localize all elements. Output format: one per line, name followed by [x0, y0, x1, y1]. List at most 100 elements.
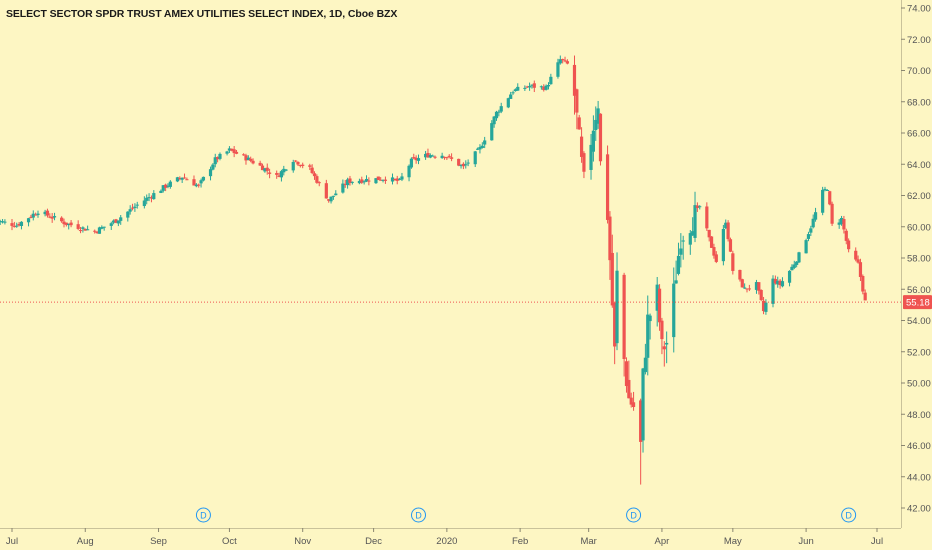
- x-tick-label: Jun: [798, 536, 813, 547]
- candle-body: [331, 195, 336, 197]
- candle-body: [771, 278, 775, 304]
- candle-body: [499, 106, 503, 112]
- candle-body: [86, 229, 90, 231]
- candle-body: [532, 83, 536, 88]
- candle-body: [395, 178, 399, 181]
- candle-body: [19, 221, 24, 226]
- candle-body: [561, 59, 565, 61]
- candle-body: [804, 240, 808, 254]
- candle-body: [707, 229, 711, 238]
- candle-body: [251, 160, 255, 164]
- candle-body: [379, 179, 383, 181]
- candle-body: [100, 227, 104, 229]
- candle-body: [714, 254, 718, 262]
- candle-body: [149, 197, 154, 199]
- candle-body: [147, 197, 151, 199]
- candle-body: [641, 368, 645, 441]
- candle-body: [842, 219, 846, 230]
- candle-body: [688, 233, 692, 245]
- candle-body: [83, 228, 87, 231]
- x-tick-label: Jul: [6, 536, 18, 547]
- candle-body: [310, 167, 314, 174]
- y-tick-label: 56.00: [907, 285, 931, 296]
- candle-body: [596, 108, 600, 124]
- candle-body: [539, 86, 543, 88]
- candle-body: [837, 222, 841, 225]
- candle-body: [64, 222, 68, 225]
- candle-body: [152, 193, 156, 200]
- candle-body: [459, 165, 463, 167]
- candle-body: [199, 180, 203, 184]
- candle-body: [778, 280, 782, 286]
- y-tick-label: 62.00: [907, 191, 931, 202]
- candle-body: [558, 59, 562, 64]
- candle-body: [773, 278, 777, 284]
- candle-body: [166, 185, 170, 187]
- candle-body: [360, 179, 364, 183]
- y-tick-label: 66.00: [907, 129, 931, 140]
- candle-body: [811, 218, 815, 228]
- candle-body: [62, 221, 66, 225]
- candle-body: [759, 289, 763, 301]
- candle-body: [227, 148, 232, 151]
- candle-body: [426, 152, 430, 158]
- y-tick-label: 74.00: [907, 4, 931, 15]
- candle-body: [329, 196, 333, 202]
- candle-body: [128, 209, 132, 212]
- candle-body: [34, 214, 38, 216]
- candle-body: [464, 164, 468, 166]
- candle-body: [242, 154, 246, 156]
- candle-body: [348, 178, 352, 184]
- candle-body: [579, 136, 584, 157]
- y-tick-label: 44.00: [907, 472, 931, 483]
- candle-body: [192, 179, 196, 186]
- candle-body: [294, 160, 298, 162]
- candle-body: [660, 320, 664, 340]
- candle-body: [745, 288, 749, 290]
- x-tick-label: Nov: [294, 536, 311, 547]
- candle-body: [629, 397, 633, 405]
- dividend-marker: [841, 507, 857, 523]
- candle-body: [494, 111, 499, 119]
- candle-body: [291, 161, 295, 171]
- x-tick-label: Sep: [150, 536, 167, 547]
- candle-body: [145, 197, 149, 201]
- candle-body: [208, 169, 213, 177]
- candle-body: [447, 155, 451, 157]
- candle-body: [364, 178, 369, 182]
- candle-body: [60, 217, 64, 222]
- candle-body: [856, 259, 860, 263]
- candle-body: [806, 234, 811, 239]
- candle-body: [724, 222, 728, 229]
- candle-body: [497, 111, 501, 113]
- candle-body: [423, 153, 428, 158]
- y-tick-label: 70.00: [907, 66, 931, 77]
- y-tick-label: 48.00: [907, 410, 931, 421]
- candle-body: [232, 149, 236, 154]
- candle-body: [135, 204, 139, 206]
- x-tick-label: 2020: [436, 536, 457, 547]
- candle-body: [225, 151, 229, 154]
- candle-body: [813, 212, 818, 220]
- candle-body: [324, 183, 328, 199]
- candle-body: [695, 205, 699, 208]
- candle-body: [676, 255, 681, 274]
- dividend-marker-label: D: [200, 511, 207, 521]
- candle-body: [201, 176, 206, 181]
- candle-body: [428, 155, 432, 158]
- candle-body: [615, 270, 619, 344]
- candle-body: [475, 148, 480, 150]
- candle-body: [341, 183, 345, 193]
- candle-body: [119, 217, 123, 221]
- dividend-marker-label: D: [630, 511, 637, 521]
- candle-body: [594, 119, 598, 131]
- candle-body: [792, 264, 796, 268]
- chart-title: SELECT SECTOR SPDR TRUST AMEX UTILITIES …: [6, 8, 398, 20]
- candle-body: [69, 222, 73, 226]
- y-tick-label: 58.00: [907, 254, 931, 265]
- candle-body: [29, 216, 33, 218]
- candle-body: [613, 302, 617, 347]
- candle-body: [542, 86, 546, 91]
